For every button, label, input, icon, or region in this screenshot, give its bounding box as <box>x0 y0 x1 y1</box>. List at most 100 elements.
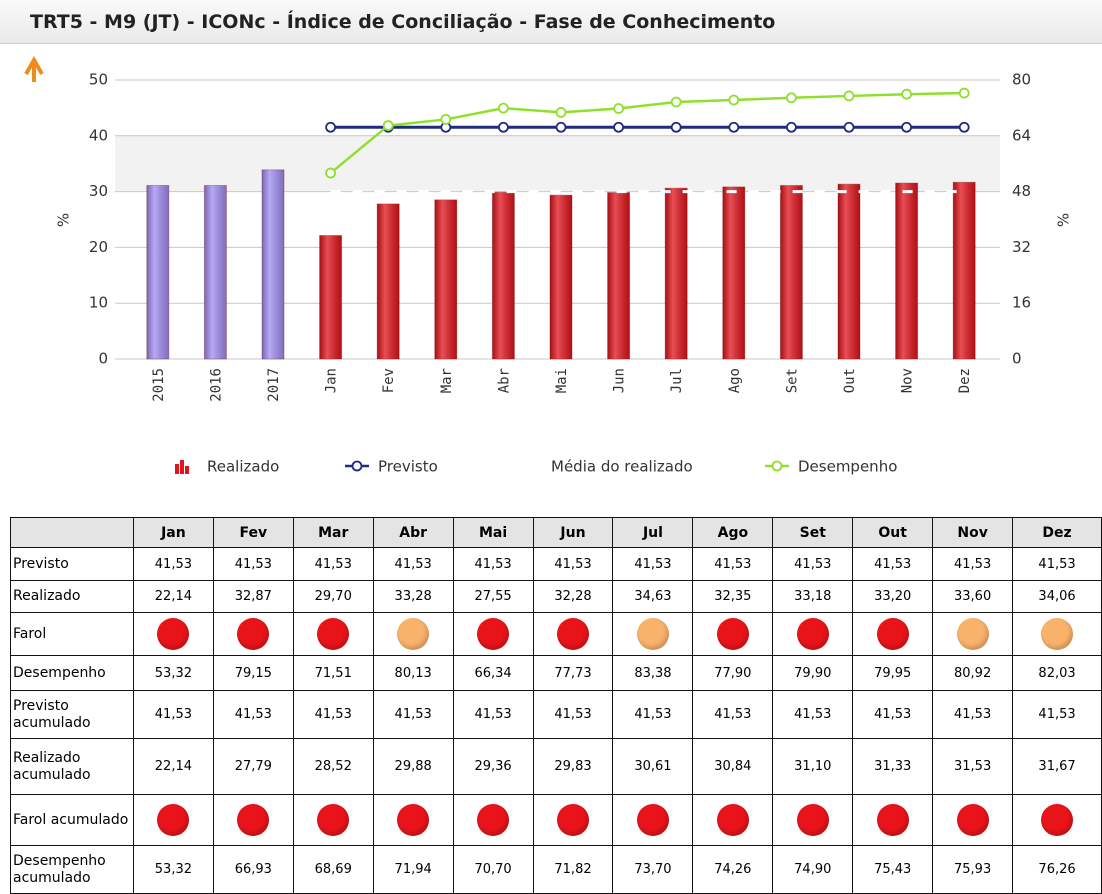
table-cell <box>612 612 694 656</box>
x-tick-label: Jun <box>612 368 628 393</box>
table-cell <box>772 612 854 656</box>
table-cell: 74,26 <box>692 845 774 894</box>
table-cell <box>612 794 694 846</box>
y2-tick-label: 80 <box>1012 71 1031 89</box>
legend-icon <box>351 460 363 472</box>
line-marker <box>786 121 797 133</box>
status-light <box>956 618 989 650</box>
table-cell: 22,14 <box>132 738 214 795</box>
x-tick-label: Abr <box>496 368 512 393</box>
table-cell: 53,32 <box>132 655 214 691</box>
table-cell <box>292 794 374 846</box>
status-light <box>1041 804 1074 836</box>
table-cell: 33,18 <box>772 580 854 613</box>
line-marker <box>613 121 624 133</box>
status-light <box>876 804 909 836</box>
bar <box>376 203 400 360</box>
table-cell: 41,53 <box>1012 547 1102 581</box>
up-arrow-icon <box>24 55 44 82</box>
status-light <box>557 618 589 650</box>
table-row: Desempenho 53,32 79,15 71,51 80,13 66,34 77,73… <box>10 655 1102 691</box>
table-cell <box>932 612 1014 656</box>
table-cell: 68,69 <box>292 845 374 894</box>
table-cell: 41,53 <box>452 547 534 581</box>
table-cell: 41,53 <box>932 547 1014 581</box>
y-tick-label: 40 <box>89 126 108 144</box>
line-marker <box>843 121 855 133</box>
y-tick-label: 30 <box>89 182 108 200</box>
table-cell: 75,93 <box>932 845 1014 894</box>
table-cell: 79,95 <box>852 655 934 691</box>
table-cell: 66,93 <box>212 845 294 894</box>
table-cell: 41,53 <box>532 690 614 739</box>
table-cell: 79,90 <box>772 655 854 691</box>
x-tick-label: 2016 <box>208 368 224 402</box>
table-cell <box>132 612 214 656</box>
column-header: Jul <box>612 517 694 548</box>
table-row: Realizado 22,14 32,87 29,70 33,28 27,55 32,28 3… <box>10 580 1102 613</box>
column-header: Mar <box>292 517 374 548</box>
table-cell: 27,79 <box>212 738 294 795</box>
line-marker <box>325 121 337 133</box>
table-cell: 76,26 <box>1012 845 1102 894</box>
table-cell <box>692 612 774 656</box>
column-header: Nov <box>932 517 1014 548</box>
line-marker <box>670 96 682 108</box>
status-light <box>876 618 909 650</box>
bar <box>203 184 227 360</box>
table-cell: 41,53 <box>612 547 694 581</box>
table-cell: 41,53 <box>292 690 374 739</box>
row-label: Farol acumulado <box>10 794 134 846</box>
table-row: Previsto acumulado 41,53 41,53 41,53 41,53 41… <box>10 690 1102 739</box>
y2-tick-label: 32 <box>1012 238 1031 256</box>
table-cell <box>532 612 614 656</box>
x-tick-label: Out <box>842 368 858 393</box>
column-header: Jan <box>132 517 214 548</box>
table-cell: 80,13 <box>372 655 454 691</box>
table-cell <box>852 794 934 846</box>
table-cell: 41,53 <box>372 690 454 739</box>
table-cell: 66,34 <box>452 655 534 691</box>
table-cell: 79,15 <box>212 655 294 691</box>
table-cell: 22,14 <box>132 580 214 613</box>
row-label: Realizado acumulado <box>10 738 134 795</box>
table-cell <box>692 794 774 846</box>
table-cell: 75,43 <box>852 845 934 894</box>
status-light <box>157 618 190 650</box>
y-tick-label: 20 <box>89 238 108 256</box>
table-cell: 41,53 <box>132 690 214 739</box>
status-light <box>477 618 510 650</box>
table-cell: 77,90 <box>692 655 774 691</box>
table-cell: 32,28 <box>532 580 614 613</box>
x-tick-label: 2015 <box>151 368 167 402</box>
table-cell <box>932 794 1014 846</box>
table-cell: 41,53 <box>692 547 774 581</box>
table-row: Farol <box>10 612 1102 656</box>
table-cell: 41,53 <box>1012 690 1102 739</box>
table-cell: 28,52 <box>292 738 374 795</box>
table-cell <box>772 794 854 846</box>
y2-tick-label: 64 <box>1012 126 1031 144</box>
table-cell: 41,53 <box>452 690 534 739</box>
row-label: Realizado <box>10 580 134 613</box>
status-light <box>716 618 749 650</box>
table-cell: 41,53 <box>532 547 614 581</box>
table-cell: 41,53 <box>372 547 454 581</box>
line-marker <box>958 87 970 99</box>
legend-label: Média do realizado <box>551 458 693 476</box>
status-light <box>237 618 270 650</box>
line-marker <box>901 88 912 100</box>
bar <box>549 194 573 360</box>
line-marker <box>670 121 682 133</box>
y2-axis-label: % <box>1055 213 1073 227</box>
status-light <box>636 804 669 836</box>
status-light <box>796 804 829 836</box>
table-cell: 70,70 <box>452 845 534 894</box>
column-header: Mai <box>452 517 534 548</box>
table-cell <box>212 612 294 656</box>
table-cell: 29,83 <box>532 738 614 795</box>
line-marker <box>843 90 855 102</box>
column-header: Fev <box>212 517 294 548</box>
legend-icon <box>771 460 783 472</box>
